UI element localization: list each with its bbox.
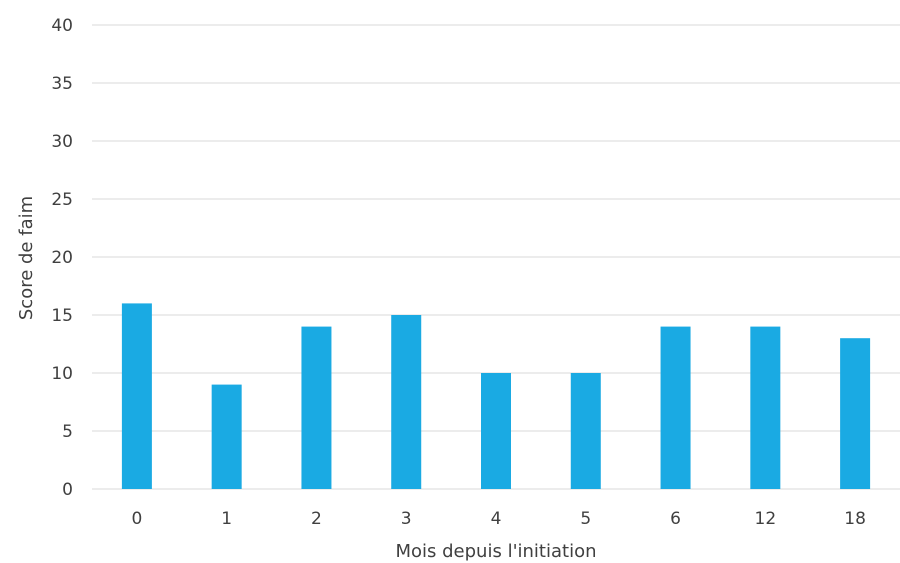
x-tick-label: 4 [491,509,502,529]
y-tick-label: 15 [51,306,73,326]
x-tick-label: 3 [401,509,412,529]
y-axis-title: Score de faim [16,196,37,320]
bar [840,338,871,489]
x-axis-title: Mois depuis l'initiation [395,541,596,562]
bar [570,373,601,489]
y-tick-label: 35 [51,74,73,94]
bar [750,326,781,489]
y-tick-label: 20 [51,248,73,268]
y-tick-label: 30 [51,132,73,152]
bar [660,326,691,489]
x-tick-label: 1 [221,509,232,529]
bar [301,326,332,489]
bar [481,373,511,489]
y-tick-label: 40 [51,16,73,36]
x-axis-ticks: 0 1 2 3 4 5 6 12 18 [131,509,865,529]
y-tick-label: 5 [62,422,73,442]
x-tick-label: 0 [131,509,142,529]
y-tick-label: 0 [62,480,73,500]
bar [121,303,152,489]
x-tick-label: 5 [580,509,591,529]
x-tick-label: 6 [670,509,681,529]
y-tick-label: 10 [51,364,73,384]
y-axis-ticks: 0 5 10 15 20 25 30 35 40 [51,16,73,500]
x-tick-label: 2 [311,509,322,529]
x-tick-label: 18 [844,509,866,529]
y-tick-label: 25 [51,190,73,210]
bar [391,315,422,489]
bar [211,384,242,489]
bars [121,303,871,489]
x-tick-label: 12 [755,509,777,529]
